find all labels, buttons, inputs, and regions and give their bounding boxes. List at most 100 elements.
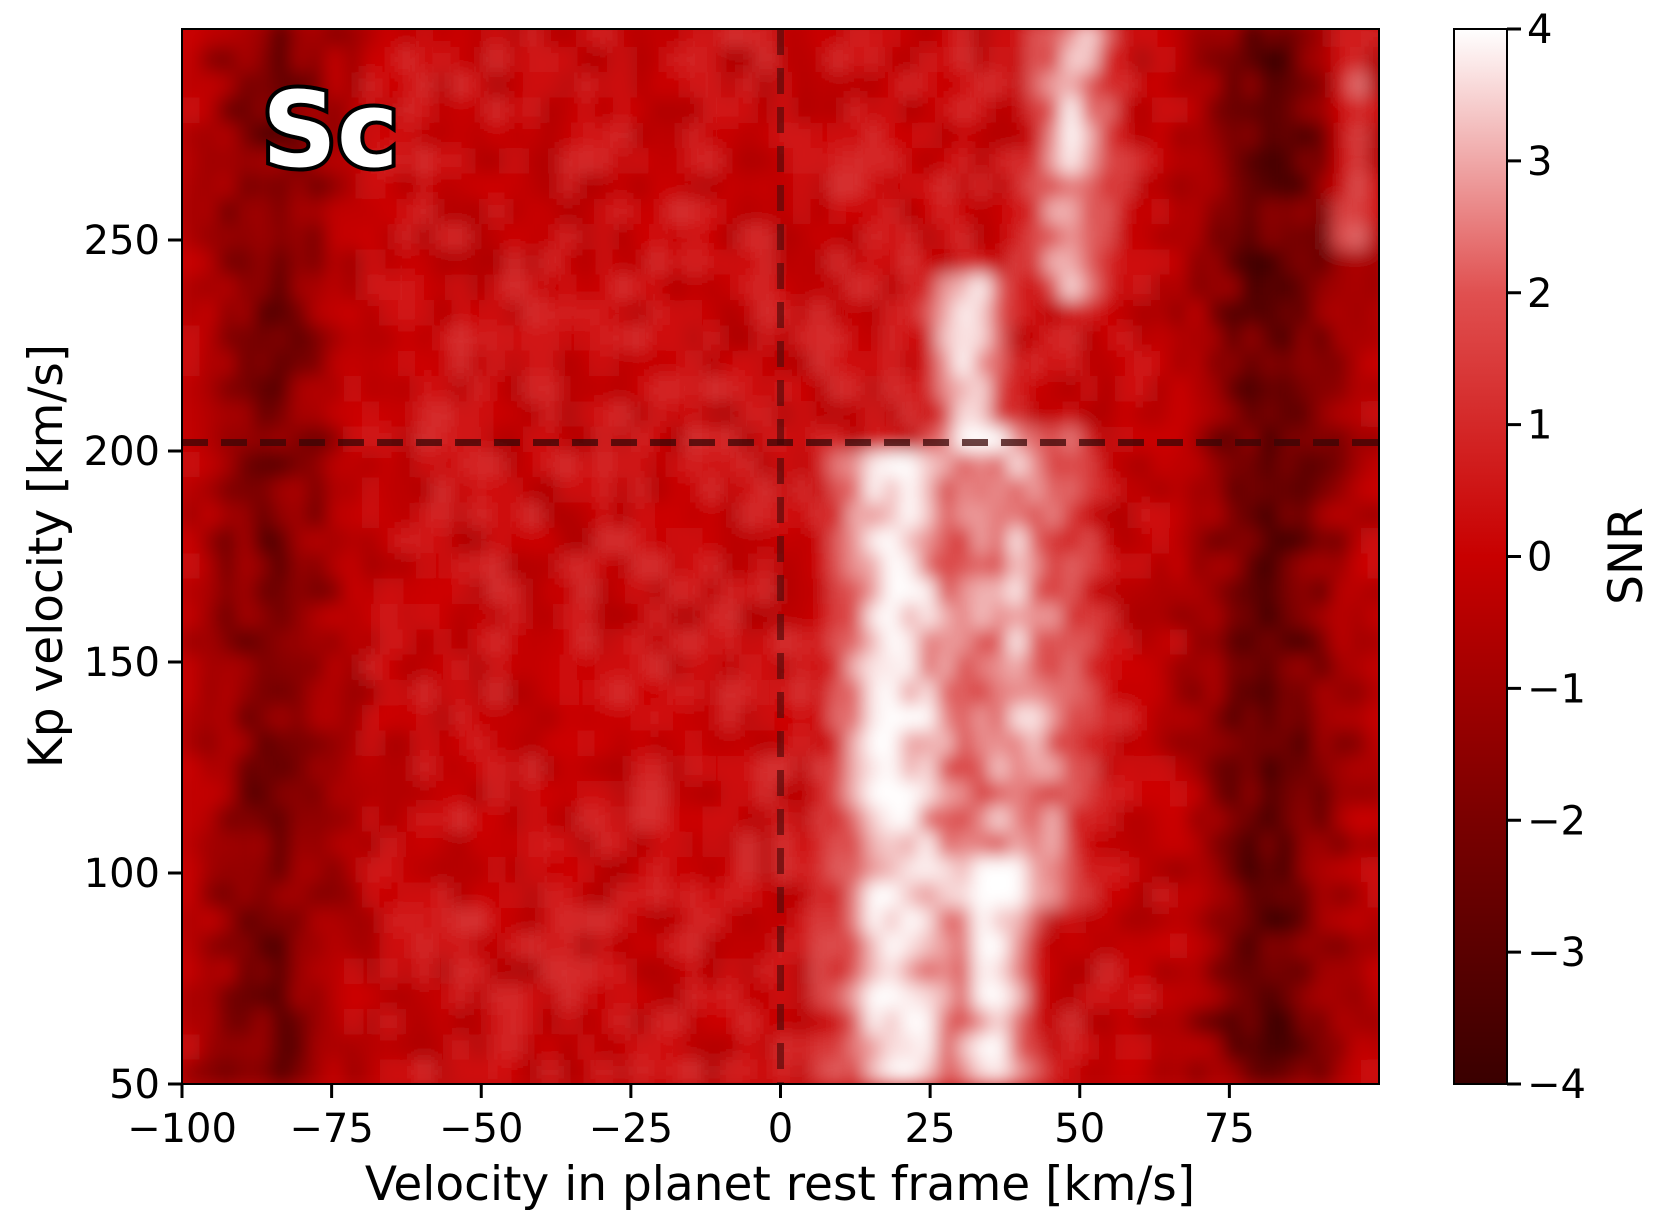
heatmap-cell bbox=[756, 932, 776, 959]
heatmap-cell bbox=[1241, 29, 1261, 47]
heatmap-cell bbox=[720, 96, 740, 123]
heatmap-cell bbox=[828, 1008, 848, 1035]
heatmap-cell bbox=[630, 729, 650, 756]
heatmap-cell bbox=[469, 324, 489, 351]
heatmap-cell bbox=[523, 147, 543, 174]
heatmap-cell bbox=[433, 400, 453, 427]
x-tick-label: 75 bbox=[1204, 1106, 1255, 1152]
heatmap-cell bbox=[990, 71, 1009, 98]
heatmap-cell bbox=[289, 932, 309, 959]
heatmap-cell bbox=[1169, 223, 1189, 250]
heatmap-cell bbox=[451, 147, 471, 174]
heatmap-cell bbox=[577, 754, 596, 782]
heatmap-cell bbox=[1313, 729, 1333, 756]
heatmap-cell bbox=[200, 96, 219, 123]
heatmap-cell bbox=[379, 29, 399, 47]
heatmap-cell bbox=[253, 1033, 273, 1060]
heatmap-cell bbox=[379, 678, 399, 706]
heatmap-cell bbox=[397, 628, 417, 655]
heatmap-cell bbox=[1349, 425, 1369, 452]
heatmap-cell bbox=[738, 45, 758, 73]
heatmap-cell bbox=[487, 147, 507, 174]
heatmap-cell bbox=[1241, 527, 1261, 554]
heatmap-cell bbox=[882, 527, 902, 554]
heatmap-cell bbox=[1115, 1058, 1135, 1084]
heatmap-cell bbox=[1097, 400, 1117, 427]
heatmap-cell bbox=[1331, 881, 1351, 908]
heatmap-cell bbox=[200, 754, 219, 782]
heatmap-cell bbox=[200, 476, 219, 503]
heatmap-cell bbox=[738, 223, 758, 250]
heatmap-cell bbox=[1115, 29, 1135, 47]
heatmap-cell bbox=[648, 172, 668, 199]
heatmap-cell bbox=[1349, 577, 1369, 604]
heatmap-cell bbox=[253, 856, 273, 883]
heatmap-cell bbox=[1313, 830, 1333, 858]
heatmap-cell bbox=[648, 248, 668, 275]
heatmap-cell bbox=[217, 299, 237, 326]
heatmap-cell bbox=[361, 830, 381, 858]
heatmap-cell bbox=[505, 1008, 525, 1035]
heatmap-cell bbox=[217, 678, 237, 706]
heatmap-cell bbox=[325, 425, 345, 452]
heatmap-cell bbox=[612, 273, 632, 301]
heatmap-cell bbox=[648, 577, 668, 604]
heatmap-cell bbox=[918, 147, 938, 174]
heatmap-cell bbox=[487, 223, 507, 250]
heatmap-cell bbox=[415, 1058, 435, 1084]
heatmap-cell bbox=[595, 476, 614, 503]
heatmap-cell bbox=[810, 805, 830, 832]
heatmap-cell bbox=[630, 425, 650, 452]
heatmap-cell bbox=[1223, 29, 1243, 47]
heatmap-cell bbox=[1331, 830, 1351, 858]
heatmap-cell bbox=[361, 780, 381, 807]
heatmap-cell bbox=[505, 223, 525, 250]
heatmap-cell bbox=[1187, 299, 1207, 326]
heatmap-cell bbox=[846, 349, 866, 376]
heatmap-cell bbox=[1187, 678, 1207, 706]
heatmap-cell bbox=[972, 96, 991, 123]
heatmap-cell bbox=[972, 527, 991, 554]
heatmap-cell bbox=[541, 71, 561, 98]
heatmap-cell bbox=[864, 197, 884, 225]
heatmap-cell bbox=[1115, 982, 1135, 1009]
heatmap-cell bbox=[1061, 147, 1081, 174]
heatmap-cell bbox=[1295, 754, 1315, 782]
heatmap-cell bbox=[1259, 932, 1279, 959]
heatmap-cell bbox=[379, 552, 399, 579]
heatmap-cell bbox=[559, 830, 579, 858]
heatmap-cell bbox=[469, 527, 489, 554]
heatmap-cell bbox=[1349, 754, 1369, 782]
heatmap-cell bbox=[882, 628, 902, 655]
heatmap-cell bbox=[1187, 1058, 1207, 1084]
heatmap-cell bbox=[648, 830, 668, 858]
heatmap-cell bbox=[469, 501, 489, 528]
heatmap-cell bbox=[810, 1058, 830, 1084]
heatmap-cell bbox=[397, 729, 417, 756]
heatmap-cell bbox=[487, 197, 507, 225]
heatmap-cell bbox=[595, 451, 614, 478]
heatmap-cell bbox=[577, 932, 596, 959]
heatmap-cell bbox=[1061, 628, 1081, 655]
heatmap-cell bbox=[1349, 299, 1369, 326]
heatmap-cell bbox=[541, 476, 561, 503]
heatmap-cell bbox=[523, 324, 543, 351]
heatmap-cell bbox=[666, 527, 686, 554]
heatmap-cell bbox=[972, 805, 991, 832]
heatmap-cell bbox=[900, 476, 920, 503]
heatmap-cell bbox=[487, 476, 507, 503]
heatmap-cell bbox=[559, 248, 579, 275]
heatmap-cell bbox=[541, 248, 561, 275]
heatmap-cell bbox=[1061, 1008, 1081, 1035]
heatmap-cell bbox=[1367, 96, 1379, 123]
heatmap-cell bbox=[918, 375, 938, 402]
heatmap-cell bbox=[200, 71, 219, 98]
heatmap-cell bbox=[756, 729, 776, 756]
heatmap-cell bbox=[1331, 349, 1351, 376]
heatmap-cell bbox=[990, 830, 1009, 858]
heatmap-cell bbox=[182, 197, 201, 225]
heatmap-cell bbox=[1331, 223, 1351, 250]
heatmap-cell bbox=[792, 45, 812, 73]
heatmap-cell bbox=[684, 121, 704, 149]
heatmap-cell bbox=[990, 172, 1009, 199]
